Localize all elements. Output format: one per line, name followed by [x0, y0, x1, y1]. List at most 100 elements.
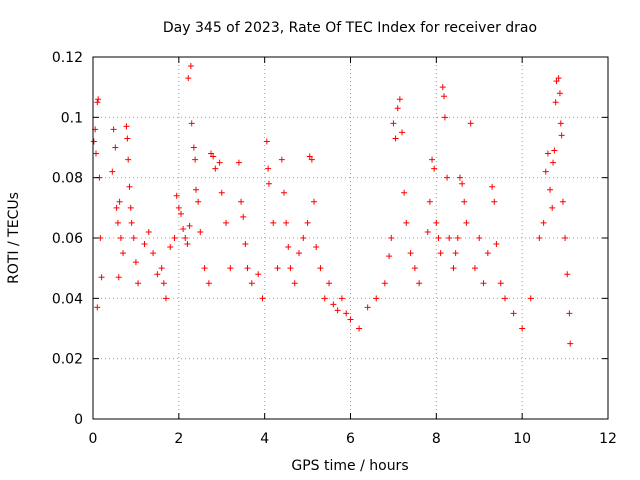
y-tick-label: 0.02 — [52, 352, 83, 368]
y-tick-label: 0.08 — [52, 171, 83, 187]
data-point — [158, 265, 165, 272]
data-point — [187, 63, 194, 70]
data-point — [115, 274, 122, 281]
grid — [93, 57, 608, 419]
data-point — [454, 235, 461, 241]
data-point — [394, 105, 401, 112]
data-point — [471, 265, 478, 272]
data-point — [218, 189, 225, 196]
data-point — [559, 198, 566, 205]
data-point — [186, 222, 193, 229]
data-points — [90, 63, 574, 347]
data-point — [399, 129, 405, 136]
data-point — [190, 144, 197, 151]
data-point — [117, 235, 124, 241]
x-tick-label: 10 — [513, 431, 531, 447]
data-point — [338, 295, 345, 302]
data-point — [193, 186, 199, 193]
data-point — [227, 265, 234, 272]
data-point — [527, 295, 534, 302]
data-point — [171, 235, 178, 241]
data-point — [386, 253, 393, 260]
data-point — [173, 192, 180, 199]
x-tick-label: 12 — [599, 431, 617, 447]
data-point — [497, 280, 504, 287]
data-point — [109, 168, 116, 175]
x-tick-label: 0 — [89, 431, 98, 447]
data-point — [208, 150, 215, 157]
data-point — [317, 265, 324, 272]
data-point — [502, 295, 508, 302]
data-point — [452, 250, 459, 257]
data-point — [364, 304, 371, 311]
data-point — [132, 259, 139, 266]
data-point — [519, 325, 526, 332]
data-point — [441, 93, 448, 100]
data-point — [547, 186, 554, 193]
data-point — [94, 304, 101, 311]
data-point — [549, 204, 556, 211]
data-point — [553, 78, 560, 85]
data-point — [192, 156, 199, 163]
data-point — [145, 228, 152, 235]
data-point — [403, 219, 410, 226]
data-point — [216, 159, 223, 166]
data-point — [235, 159, 242, 166]
data-point — [356, 325, 363, 332]
data-point — [296, 250, 302, 257]
data-point — [556, 90, 563, 97]
data-point — [566, 310, 573, 317]
data-point — [306, 153, 313, 160]
data-point — [311, 198, 318, 205]
data-point — [182, 235, 189, 241]
data-point — [557, 120, 564, 127]
data-point — [116, 198, 123, 205]
data-point — [330, 301, 337, 308]
data-point — [424, 228, 431, 235]
data-point — [308, 156, 315, 163]
data-point — [491, 198, 498, 205]
data-point — [248, 280, 255, 287]
data-point — [493, 241, 500, 248]
data-point — [240, 213, 247, 220]
data-point — [463, 219, 470, 226]
y-tick-label: 0.1 — [61, 110, 83, 126]
data-point — [392, 135, 399, 142]
data-point — [552, 99, 559, 106]
data-point — [429, 156, 436, 163]
x-axis-label: GPS time / hours — [291, 458, 408, 474]
chart-title: Day 345 of 2023, Rate Of TEC Index for r… — [163, 20, 537, 36]
data-point — [201, 265, 208, 272]
data-point — [238, 198, 245, 205]
data-point — [558, 132, 565, 139]
data-point — [180, 225, 187, 232]
data-point — [416, 280, 423, 287]
data-point — [263, 138, 270, 145]
y-tick-label: 0 — [74, 412, 83, 428]
data-point — [135, 280, 142, 287]
data-point — [110, 126, 117, 133]
data-point — [562, 235, 569, 241]
data-point — [287, 265, 294, 272]
data-point — [542, 168, 549, 175]
data-point — [381, 280, 388, 287]
data-point — [162, 295, 169, 302]
data-point — [461, 198, 468, 205]
data-point — [195, 198, 202, 205]
data-point — [242, 241, 249, 248]
data-point — [564, 271, 571, 278]
data-point — [334, 307, 341, 314]
data-point — [126, 183, 133, 190]
data-point — [274, 265, 281, 272]
data-point — [197, 228, 204, 235]
data-point — [223, 219, 230, 226]
y-tick-label: 0.12 — [52, 50, 83, 66]
data-point — [439, 84, 446, 91]
y-tick-label: 0.06 — [52, 231, 83, 247]
data-point — [431, 165, 438, 172]
data-point — [210, 153, 217, 160]
axis-ticks: 0 2 4 6 8 10 12 0 0.02 0.04 0.06 0.08 0.1 0.12 — [52, 50, 617, 447]
data-point — [265, 165, 272, 172]
data-point — [480, 280, 487, 287]
data-point — [259, 295, 266, 302]
